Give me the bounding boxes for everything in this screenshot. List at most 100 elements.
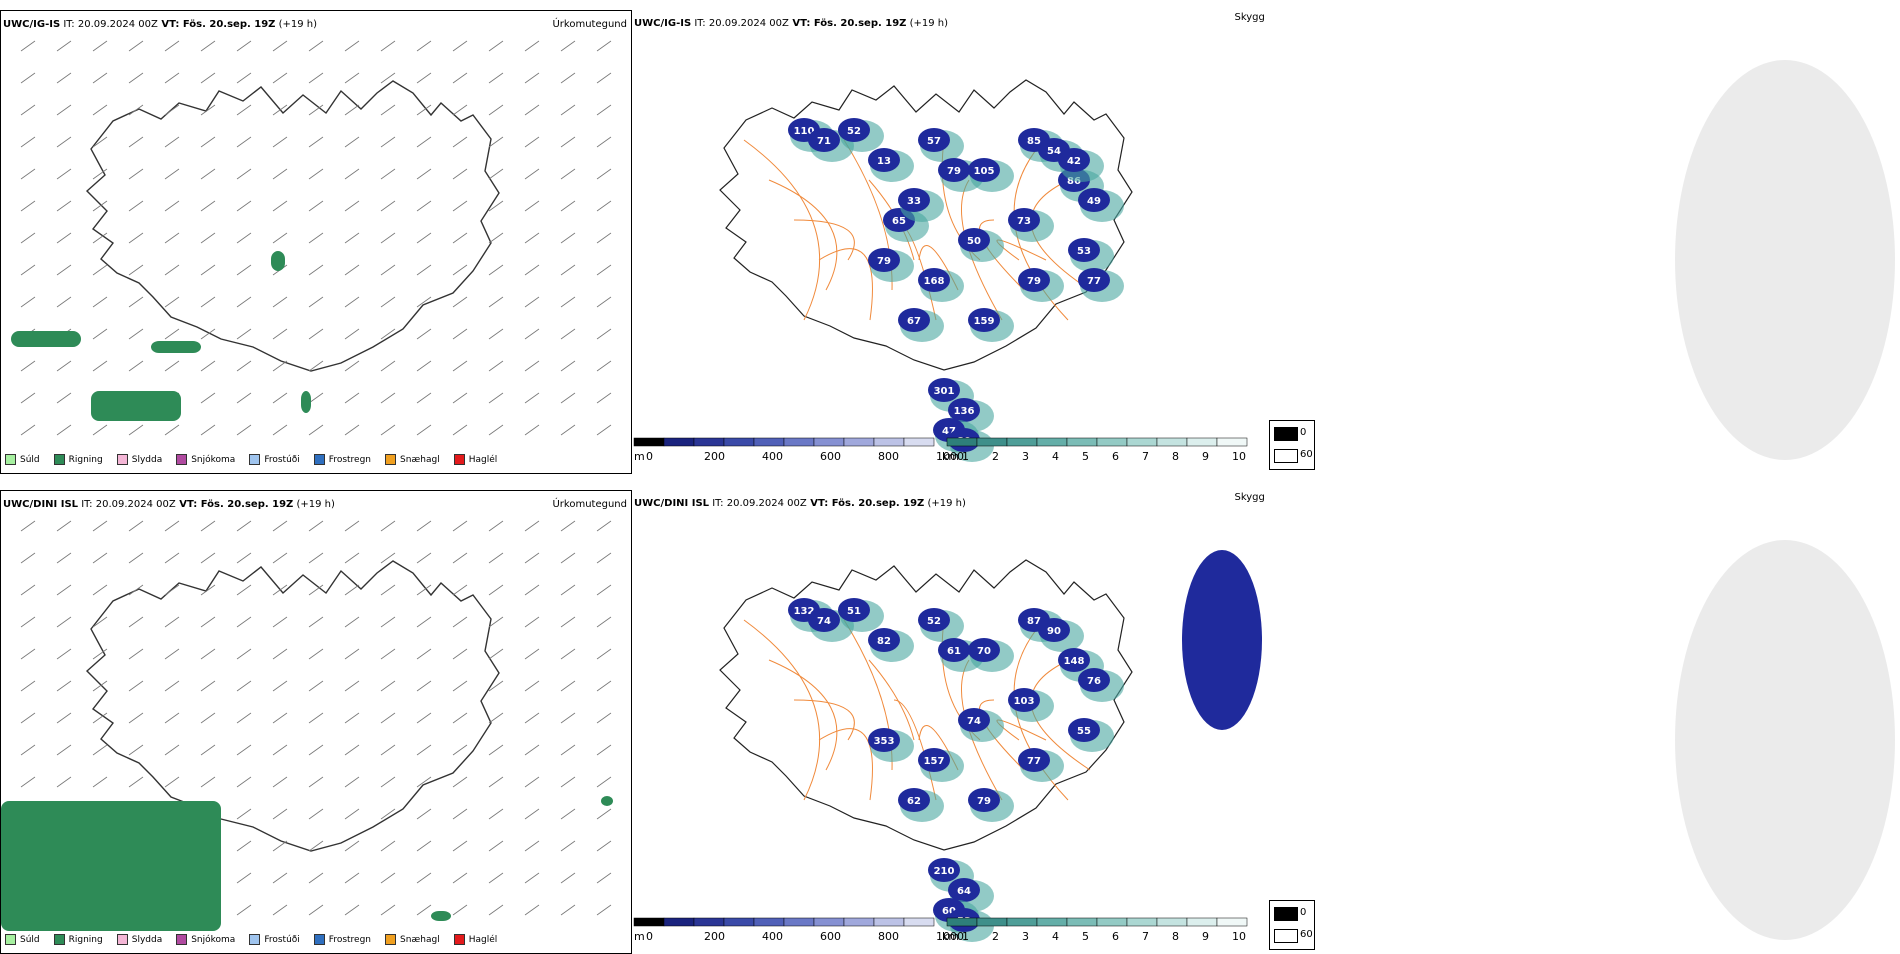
wind-barb [92, 328, 108, 340]
wind-barb [560, 680, 576, 692]
wind-barb [560, 552, 576, 564]
wind-barb [128, 424, 144, 436]
visibility-tick: 5 [1082, 930, 1089, 943]
wind-barb [236, 296, 252, 308]
precip-legend: Súld Rigning Slydda Snjókoma Frostúði Frostre… [5, 454, 497, 465]
wind-barb [452, 744, 468, 756]
wind-barb [344, 712, 360, 724]
wind-barb [488, 328, 504, 340]
wind-barb [272, 296, 288, 308]
wind-barb [344, 232, 360, 244]
wind-barb [380, 168, 396, 180]
fog-legend-label: 60 [1300, 449, 1313, 460]
wind-barb [560, 296, 576, 308]
cloud-base-value: 110 [794, 126, 815, 137]
wind-barb [236, 264, 252, 276]
cloudbase-tick: 0 [646, 930, 653, 943]
wind-barb [344, 392, 360, 404]
iceland-map [1, 520, 613, 931]
wind-barb [20, 776, 36, 788]
wind-barb [416, 904, 432, 916]
wind-barb [596, 520, 612, 532]
wind-barb [416, 552, 432, 564]
wind-barb [56, 520, 72, 532]
wind-barb [488, 552, 504, 564]
wind-barb [488, 72, 504, 84]
wind-barb [560, 712, 576, 724]
legend-swatch [176, 454, 188, 465]
wind-barb [200, 520, 216, 532]
visibility-tick: 3 [1022, 450, 1029, 463]
wind-barb [164, 680, 180, 692]
cloud-base-area [808, 608, 840, 632]
valid-time: Fös. 20.sep. 19Z [200, 499, 294, 510]
wind-barb [20, 136, 36, 148]
wind-barb [236, 648, 252, 660]
cloudbase-tick: 1000 [936, 450, 964, 463]
wind-barb [596, 104, 612, 116]
wind-barb [344, 904, 360, 916]
wind-barb [524, 872, 540, 884]
wind-barb [560, 360, 576, 372]
valid-label: VT: [175, 499, 201, 510]
cloud-base-value: 74 [967, 716, 981, 727]
wind-barb [380, 648, 396, 660]
wind-barb [128, 200, 144, 212]
visibility-tick: 3 [1022, 930, 1029, 943]
fog-legend-swatch-dark [1274, 427, 1298, 441]
wind-barb [452, 712, 468, 724]
wind-barb [488, 680, 504, 692]
wind-barb [380, 392, 396, 404]
wind-barb [272, 392, 288, 404]
wind-barb [416, 744, 432, 756]
cloud-base-value: 53 [1077, 246, 1091, 257]
wind-barb [236, 424, 252, 436]
legend-swatch [5, 454, 16, 465]
wind-barb [92, 648, 108, 660]
wind-barb [236, 40, 252, 52]
cloud-base-value: 85 [1027, 136, 1041, 147]
visibility-tick: 10 [1232, 930, 1246, 943]
iceland-map [1265, 490, 1897, 954]
wind-barb [200, 424, 216, 436]
wind-barb [20, 104, 36, 116]
wind-barb [344, 360, 360, 372]
wind-barb [164, 104, 180, 116]
wind-barb [200, 552, 216, 564]
cloudbase-tick: 200 [704, 930, 725, 943]
road [793, 219, 855, 261]
wind-barb [344, 200, 360, 212]
wind-barb [524, 360, 540, 372]
wind-barb [128, 136, 144, 148]
wind-barb [344, 872, 360, 884]
wind-barb [20, 520, 36, 532]
wind-barb [236, 72, 252, 84]
wind-barb [596, 744, 612, 756]
cloud-base-value: 82 [877, 636, 891, 647]
wind-barb [596, 136, 612, 148]
wind-barb [272, 552, 288, 564]
cloudbase-unit: m [634, 930, 645, 943]
cloud-base-area [898, 308, 930, 332]
panel-title: UWC/IG-IS IT: 20.09.2024 00Z VT: Fös. 20… [3, 19, 318, 30]
cloud-base-value: 86 [1067, 176, 1081, 187]
cloud-base-value: 77 [1027, 756, 1041, 767]
coastline [85, 560, 500, 852]
wind-barb [596, 584, 612, 596]
wind-barb [452, 808, 468, 820]
cloud-base-value: 52 [847, 126, 861, 137]
wind-barb [308, 392, 324, 404]
wind-barb [308, 744, 324, 756]
wind-barb [488, 424, 504, 436]
legend-item: Frostúði [249, 454, 300, 465]
wind-barb [596, 392, 612, 404]
wind-barb [560, 520, 576, 532]
wind-barb [560, 776, 576, 788]
wind-barb [416, 392, 432, 404]
legend-swatch [176, 934, 188, 945]
road [768, 179, 838, 291]
wind-barb [56, 232, 72, 244]
lead-time: (+19 h) [293, 499, 335, 510]
legend-label: Rigning [68, 935, 103, 945]
